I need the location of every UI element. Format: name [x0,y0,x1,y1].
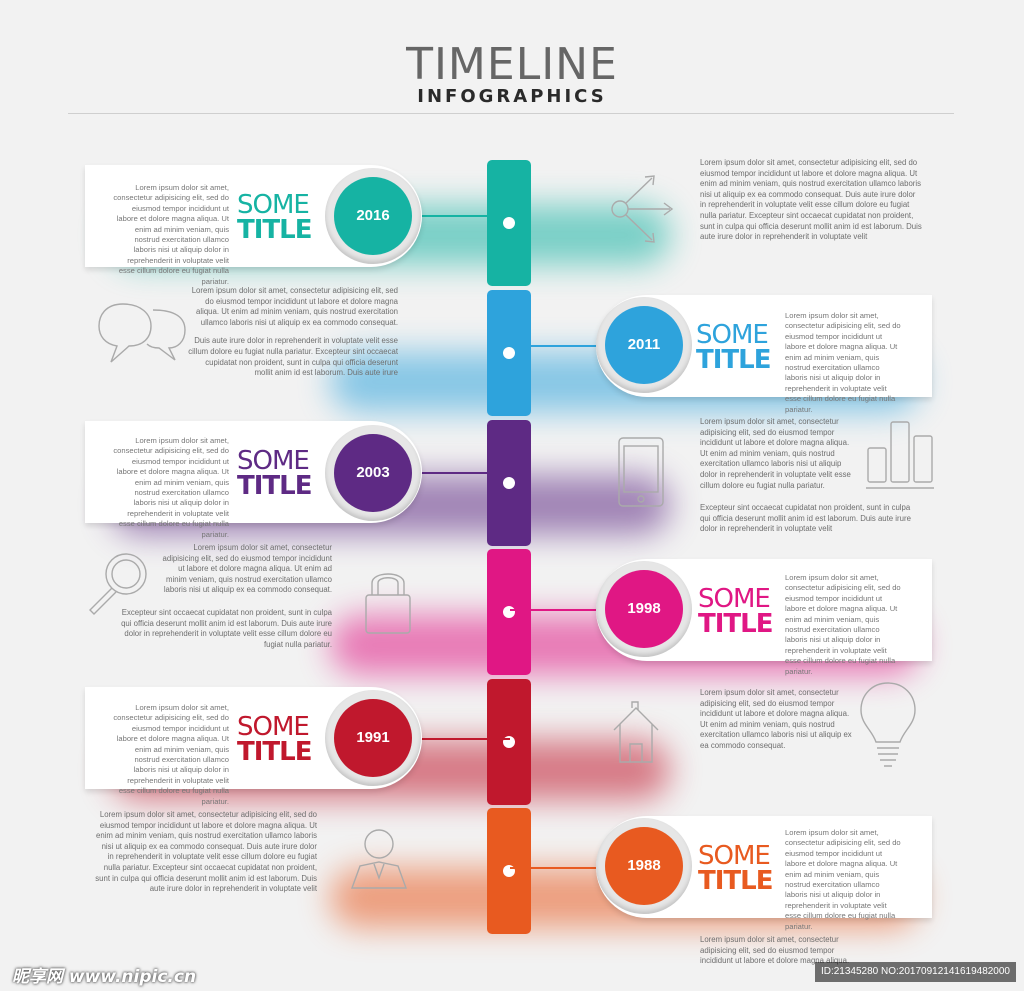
description-2011: Lorem ipsum dolor sit amet, consectetur … [188,286,398,379]
page-title: TIMELINE [406,39,618,90]
card-title-some: SOME [698,841,771,871]
card-text: Lorem ipsum dolor sit amet, consectetur … [113,703,229,806]
connector-2003 [420,472,510,474]
padlock-icon [362,563,414,637]
year-badge-2003: 2003 [325,425,421,521]
year-badge-2016: 2016 [325,168,421,264]
card-text: Lorem ipsum dolor sit amet, consectetur … [785,311,901,414]
paragraph: Lorem ipsum dolor sit amet, consectetur … [700,417,851,490]
page-subtitle: INFOGRAPHICS [417,86,607,107]
header-divider [68,113,954,114]
card-text: Lorem ipsum dolor sit amet, consectetur … [113,436,229,539]
connector-1991 [420,738,510,740]
year-badge-1998: 1998 [596,561,692,657]
paragraph: Lorem ipsum dolor sit amet, consectetur … [162,543,332,595]
card-title-some: SOME [237,190,310,220]
paragraph: Lorem ipsum dolor sit amet, consectetur … [700,158,922,242]
paragraph: Lorem ipsum dolor sit amet, consectetur … [700,935,850,966]
connector-2011 [510,345,600,347]
connector-1998 [510,609,600,611]
card-title-title: TITLE [237,215,312,245]
year-label: 2003 [334,434,412,512]
bar-chart-icon [864,418,936,492]
watermark-id: ID:21345280 NO:20170912141619482000 [814,962,1016,982]
year-badge-2011: 2011 [596,297,692,393]
card-title-some: SOME [696,320,769,350]
chat-bubbles-icon [95,300,190,370]
spine-segment-2003 [487,420,531,546]
paragraph: Lorem ipsum dolor sit amet, consectetur … [191,286,398,327]
timeline-dot [503,217,515,229]
description-2003: Lorem ipsum dolor sit amet, consectetur … [700,417,920,535]
card-title-title: TITLE [237,471,312,501]
timeline-dot [503,477,515,489]
card-title-some: SOME [237,446,310,476]
spine-segment-2011 [487,290,531,416]
house-icon [610,700,662,766]
description-2016: Lorem ipsum dolor sit amet, consectetur … [700,158,922,243]
connector-2016 [420,215,510,217]
connector-1988 [510,867,600,869]
spine-segment-1988 [487,808,531,934]
card-text: Lorem ipsum dolor sit amet, consectetur … [785,828,901,931]
share-icon [608,170,678,248]
year-badge-1991: 1991 [325,690,421,786]
description-1991: Lorem ipsum dolor sit amet, consectetur … [700,688,858,752]
paragraph: Lorem ipsum dolor sit amet, consectetur … [700,688,852,750]
description-1988: Lorem ipsum dolor sit amet, consectetur … [95,810,317,895]
paragraph: Excepteur sint occaecat cupidatat non pr… [700,503,911,534]
lightbulb-icon [858,680,918,772]
card-title-some: SOME [698,584,771,614]
card-title-some: SOME [237,712,310,742]
year-label: 1991 [334,699,412,777]
paragraph: Duis aute irure dolor in reprehenderit i… [188,336,398,378]
paragraph: Excepteur sint occaecat cupidatat non pr… [121,607,332,649]
spine-segment-1998 [487,549,531,675]
tablet-icon [617,436,665,508]
user-icon [346,826,412,892]
timeline-dot [503,606,515,618]
year-label: 2016 [334,177,412,255]
card-text: Lorem ipsum dolor sit amet, consectetur … [785,573,901,676]
spine-segment-2016 [487,160,531,286]
watermark-logo: 昵享网 www.nipic.cn [12,967,197,987]
description-1998: Lorem ipsum dolor sit amet, consectetur … [110,543,332,650]
spine-segment-1991 [487,679,531,805]
year-label: 1998 [605,570,683,648]
year-label: 1988 [605,827,683,905]
card-title-title: TITLE [698,866,773,896]
timeline-dot [503,347,515,359]
description-bottom: Lorem ipsum dolor sit amet, consectetur … [700,935,860,967]
card-title-title: TITLE [696,345,771,375]
card-title-title: TITLE [237,737,312,767]
card-text: Lorem ipsum dolor sit amet, consectetur … [113,183,229,286]
paragraph: Lorem ipsum dolor sit amet, consectetur … [95,810,317,894]
year-badge-1988: 1988 [596,818,692,914]
magnifier-icon [84,548,154,616]
year-label: 2011 [605,306,683,384]
card-title-title: TITLE [698,609,773,639]
